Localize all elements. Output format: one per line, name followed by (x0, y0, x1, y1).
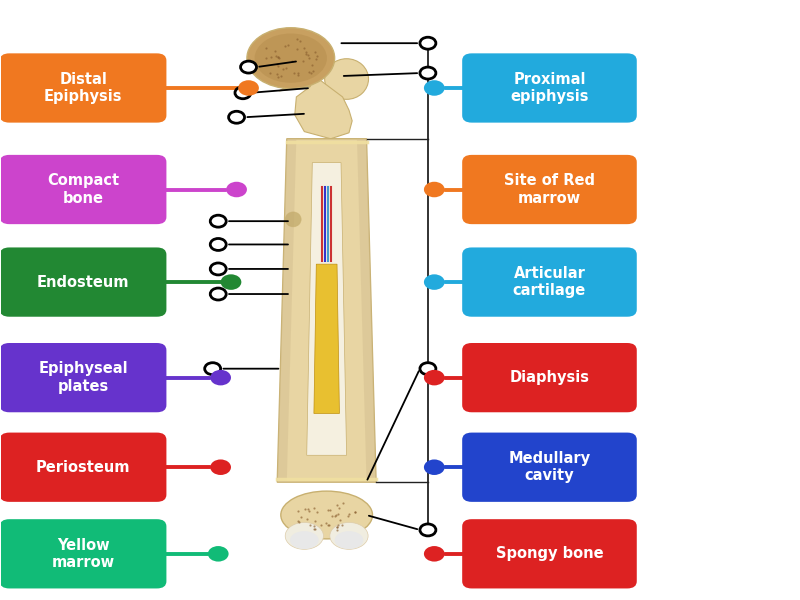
Circle shape (420, 524, 436, 536)
Circle shape (241, 61, 257, 73)
Circle shape (420, 37, 436, 49)
Circle shape (205, 363, 221, 374)
Text: Site of Red
marrow: Site of Red marrow (504, 173, 595, 206)
Ellipse shape (325, 59, 369, 100)
Circle shape (210, 288, 226, 300)
Polygon shape (314, 264, 339, 413)
Text: Compact
bone: Compact bone (47, 173, 119, 206)
Circle shape (420, 363, 436, 374)
FancyBboxPatch shape (0, 519, 166, 589)
Polygon shape (278, 139, 296, 482)
Circle shape (424, 274, 445, 290)
Text: Yellow
marrow: Yellow marrow (51, 538, 114, 570)
FancyBboxPatch shape (0, 53, 166, 122)
Text: Proximal
epiphysis: Proximal epiphysis (510, 72, 589, 104)
Ellipse shape (254, 34, 327, 83)
Ellipse shape (247, 28, 334, 89)
Circle shape (424, 370, 445, 385)
FancyBboxPatch shape (462, 155, 637, 224)
Polygon shape (278, 139, 376, 482)
Text: Articular
cartilage: Articular cartilage (513, 266, 586, 298)
FancyBboxPatch shape (0, 433, 166, 502)
Circle shape (210, 215, 226, 227)
Polygon shape (357, 139, 376, 482)
Circle shape (235, 87, 251, 99)
Ellipse shape (285, 212, 301, 227)
Circle shape (210, 460, 231, 475)
FancyBboxPatch shape (0, 155, 166, 224)
Circle shape (238, 80, 259, 96)
Ellipse shape (334, 531, 363, 549)
Circle shape (210, 370, 231, 385)
Circle shape (226, 182, 247, 197)
Circle shape (424, 182, 445, 197)
Ellipse shape (290, 531, 318, 549)
Text: Diaphysis: Diaphysis (510, 370, 590, 385)
Circle shape (210, 238, 226, 250)
Circle shape (221, 274, 242, 290)
Text: Periosteum: Periosteum (36, 460, 130, 475)
Text: Medullary
cavity: Medullary cavity (509, 451, 590, 484)
Text: Endosteum: Endosteum (37, 275, 130, 290)
Circle shape (210, 263, 226, 275)
FancyBboxPatch shape (0, 247, 166, 317)
Ellipse shape (330, 523, 368, 550)
Circle shape (424, 80, 445, 96)
Circle shape (229, 111, 245, 123)
Ellipse shape (281, 491, 373, 539)
Polygon shape (279, 73, 352, 139)
FancyBboxPatch shape (462, 343, 637, 412)
Text: Distal
Epiphysis: Distal Epiphysis (44, 72, 122, 104)
Ellipse shape (285, 523, 323, 550)
Polygon shape (306, 163, 346, 455)
FancyBboxPatch shape (462, 53, 637, 122)
FancyBboxPatch shape (462, 247, 637, 317)
Text: Epiphyseal
plates: Epiphyseal plates (38, 361, 128, 394)
Text: Spongy bone: Spongy bone (496, 547, 603, 562)
FancyBboxPatch shape (462, 433, 637, 502)
Circle shape (420, 67, 436, 79)
Circle shape (424, 460, 445, 475)
FancyBboxPatch shape (0, 343, 166, 412)
Circle shape (208, 546, 229, 562)
FancyBboxPatch shape (462, 519, 637, 589)
Circle shape (424, 546, 445, 562)
